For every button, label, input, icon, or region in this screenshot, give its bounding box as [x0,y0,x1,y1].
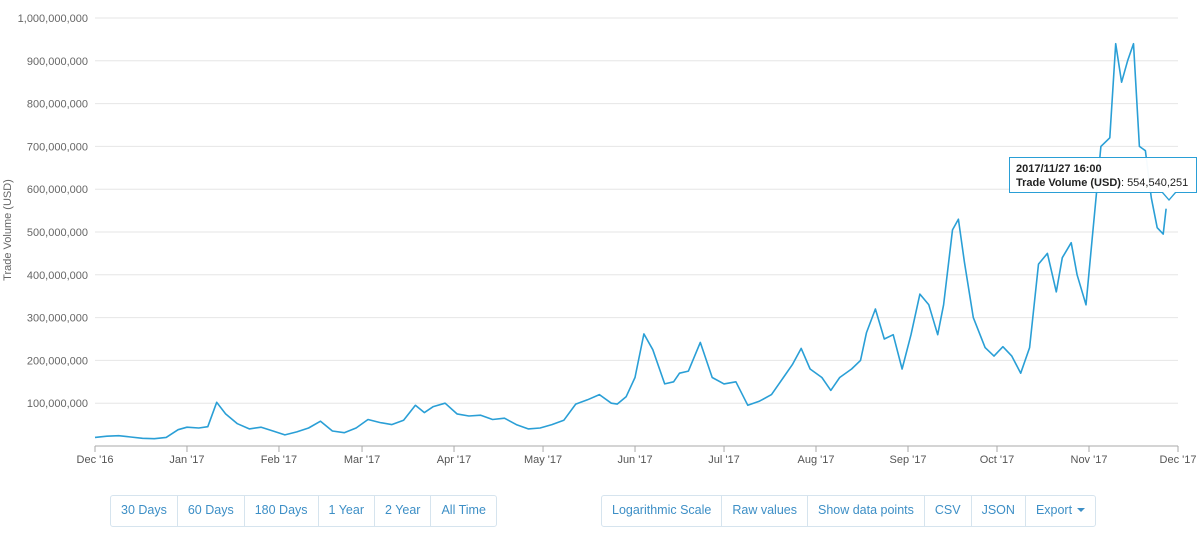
x-tick-label: Aug '17 [798,454,835,466]
x-tick-label: Apr '17 [437,454,472,466]
y-tick-label: 200,000,000 [27,355,88,367]
y-tick-label: 500,000,000 [27,227,88,239]
logarithmic-scale-button[interactable]: Logarithmic Scale [602,496,723,526]
trade-volume-chart: 100,000,000 200,000,000 300,000,000 400,000… [2,13,1197,466]
export-button[interactable]: Export [1026,496,1095,526]
x-tick-label: Jun '17 [617,454,652,466]
x-tick-label: Mar '17 [344,454,380,466]
x-axis: Dec '16 Jan '17 Feb '17 Mar '17 Apr '17 May '… [77,445,1197,466]
y-axis: 100,000,000 200,000,000 300,000,000 400,000… [18,13,88,410]
x-tick-label: Oct '17 [980,454,1015,466]
tooltip-pointer-inner [1163,192,1175,199]
x-tick-label: Jan '17 [169,454,204,466]
data-tooltip: 2017/11/27 16:00 Trade Volume (USD): 554… [1009,157,1197,193]
tooltip-value-row: Trade Volume (USD): 554,540,251 [1016,177,1189,189]
y-tick-label: 100,000,000 [27,398,88,410]
range-30-days-button[interactable]: 30 Days [111,496,178,526]
range-60-days-button[interactable]: 60 Days [178,496,245,526]
json-button[interactable]: JSON [972,496,1026,526]
range-180-days-button[interactable]: 180 Days [245,496,319,526]
y-tick-label: 700,000,000 [27,141,88,153]
x-tick-label: Sep '17 [890,454,927,466]
export-label: Export [1035,503,1073,517]
x-tick-label: May '17 [524,454,562,466]
x-tick-label: Dec '16 [77,454,114,466]
time-range-button-group: 30 Days 60 Days 180 Days 1 Year 2 Year A… [110,495,497,527]
x-tick-label: Jul '17 [708,454,739,466]
grid-lines [95,17,1178,404]
raw-values-button[interactable]: Raw values [722,496,808,526]
tooltip-value: 554,540,251 [1127,177,1189,189]
chart-options-button-group: Logarithmic Scale Raw values Show data p… [601,495,1097,527]
y-axis-title: Trade Volume (USD) [2,179,14,281]
x-tick-label: Dec '17 [1160,454,1197,466]
range-2-year-button[interactable]: 2 Year [375,496,432,526]
csv-button[interactable]: CSV [925,496,972,526]
x-tick-label: Nov '17 [1071,454,1108,466]
range-1-year-button[interactable]: 1 Year [319,496,375,526]
y-tick-label: 600,000,000 [27,184,88,196]
tooltip-series-label: Trade Volume (USD) [1016,177,1121,189]
y-tick-label: 800,000,000 [27,99,88,111]
y-tick-label: 1,000,000,000 [18,13,88,25]
y-tick-label: 300,000,000 [27,313,88,325]
y-tick-label: 400,000,000 [27,270,88,282]
trade-volume-series-line[interactable] [94,42,1167,440]
caret-down-icon [1077,508,1086,512]
y-tick-label: 900,000,000 [27,56,88,68]
tooltip-date: 2017/11/27 16:00 [1016,163,1102,175]
range-all-time-button[interactable]: All Time [441,503,486,517]
show-data-points-button[interactable]: Show data points [808,496,925,526]
x-tick-label: Feb '17 [261,454,297,466]
